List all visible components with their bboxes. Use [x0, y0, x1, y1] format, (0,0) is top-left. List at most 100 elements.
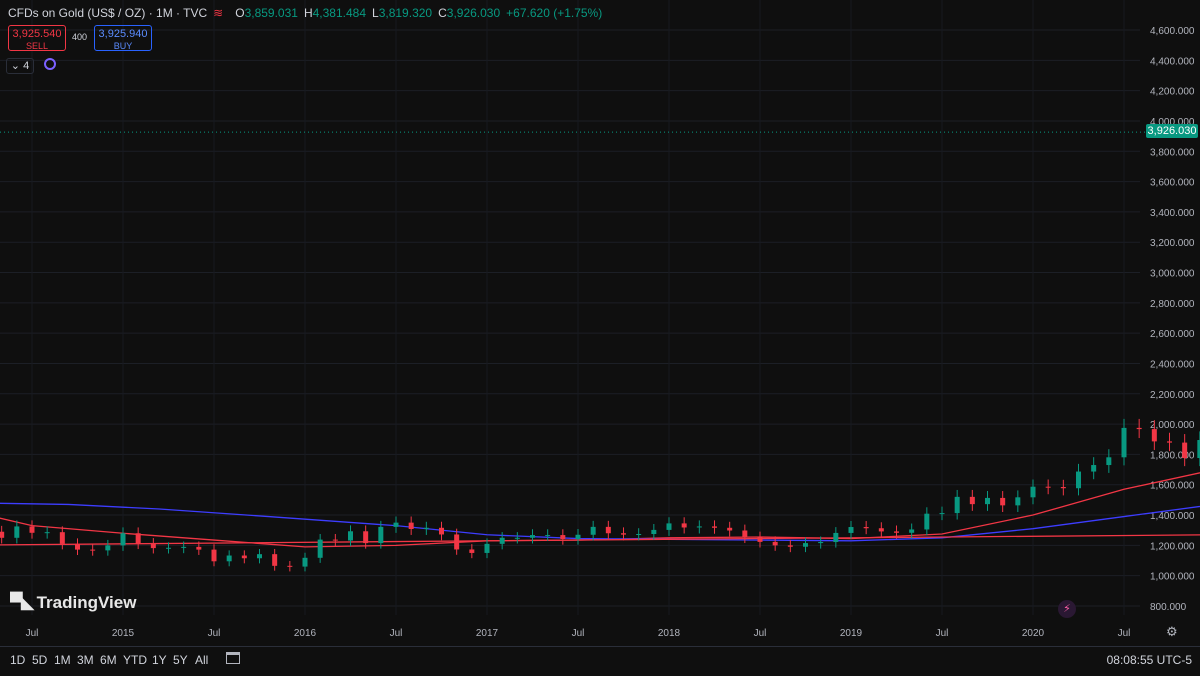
candle-body [530, 535, 535, 538]
candle-body [772, 541, 778, 546]
calendar-icon[interactable] [226, 652, 240, 664]
candle-body [226, 555, 232, 562]
candle-body [1091, 465, 1097, 472]
tf-1d[interactable]: 1D [10, 653, 26, 667]
ohlc-value-h: 4,381.484 [312, 6, 367, 20]
candle-body [939, 513, 945, 515]
candle-body [727, 527, 733, 531]
candle-body [120, 533, 126, 546]
y-tick-label: 3,000.000 [1150, 269, 1195, 280]
flash-icon[interactable]: ⚡ [1058, 600, 1076, 618]
x-tick-label: 2018 [658, 628, 681, 639]
x-tick-label: Jul [936, 628, 949, 639]
tradingview-logo[interactable]: ▀◣ TradingView [10, 592, 136, 613]
tf-5d[interactable]: 5D [32, 653, 48, 667]
y-tick-label: 2,400.000 [1150, 359, 1195, 370]
x-tick-label: Jul [208, 628, 221, 639]
y-tick-label: 2,000.000 [1150, 420, 1195, 431]
ohlc-value-o: 3,859.031 [244, 6, 298, 20]
candle-body [681, 523, 687, 528]
y-tick-label: 4,600.000 [1150, 26, 1195, 37]
x-tick-label: 2020 [1022, 628, 1045, 639]
tf-1m[interactable]: 1M [54, 653, 71, 667]
ohlc-value-l: 3,819.320 [378, 6, 433, 20]
clock: 08:08:55 UTC-5 [1106, 653, 1192, 667]
candle-body [787, 545, 793, 547]
tf-1y[interactable]: 1Y [152, 653, 167, 667]
candle-body [302, 557, 308, 567]
y-tick-label: 1,800.000 [1150, 450, 1195, 461]
candle-body [1015, 497, 1021, 506]
candle-body [0, 531, 5, 538]
candle-body [605, 526, 611, 534]
candle-body [545, 535, 551, 537]
y-tick-label: 4,400.000 [1150, 56, 1195, 67]
candle-body [833, 532, 839, 543]
series-ma_long [0, 534, 1200, 546]
candle-body [1167, 441, 1172, 443]
y-tick-label: 2,800.000 [1150, 299, 1195, 310]
x-tick-label: Jul [390, 628, 403, 639]
refresh-icon[interactable] [44, 58, 56, 70]
candle-body [59, 532, 65, 544]
bottom-toolbar: 1D 5D 1M 3M 6M YTD 1Y 5Y All 08:08:55 UT… [0, 646, 1200, 676]
candle-body [621, 533, 626, 535]
candle-body [757, 537, 763, 542]
chart-area[interactable]: 800.000 1,000.000 1,200.000 1,400.000 1,600.… [0, 0, 1200, 645]
y-tick-label: 2,200.000 [1150, 390, 1195, 401]
candle-body [317, 539, 323, 558]
candle-body [878, 528, 884, 532]
candle-body [196, 546, 202, 550]
candle-body [332, 539, 338, 541]
candle-body [590, 526, 596, 535]
y-tick-label: 1,200.000 [1150, 541, 1195, 552]
y-tick-label: 1,000.000 [1150, 572, 1195, 583]
y-tick-label: 3,200.000 [1150, 238, 1195, 249]
sell-button[interactable]: 3,925.540 SELL [8, 25, 66, 51]
candle-body [666, 523, 672, 530]
x-tick-label: Jul [26, 628, 39, 639]
y-tick-label: 3,400.000 [1150, 208, 1195, 219]
candle-body [742, 530, 748, 538]
candle-body [272, 554, 278, 566]
candle-body [181, 546, 187, 548]
candle-body [1045, 486, 1051, 488]
candle-body [636, 534, 642, 535]
tf-3m[interactable]: 3M [77, 653, 94, 667]
candle-body [287, 565, 293, 567]
candle-body [408, 522, 414, 529]
tf-5y[interactable]: 5Y [173, 653, 188, 667]
change-value: +67.620 (+1.75%) [506, 6, 603, 20]
y-tick-label: 1,600.000 [1150, 481, 1195, 492]
wave-icon[interactable]: ≋ [213, 6, 224, 20]
symbol-title[interactable]: CFDs on Gold (US$ / OZ) · 1M · TVC [8, 6, 208, 20]
candle-body [651, 529, 657, 534]
candle-body [14, 526, 20, 538]
candle-body [90, 549, 96, 551]
tf-6m[interactable]: 6M [100, 653, 117, 667]
indicators-toggle[interactable]: ⌄ 4 [6, 58, 34, 74]
candle-body [1060, 487, 1066, 489]
buy-button[interactable]: 3,925.940 BUY [94, 25, 152, 51]
candle-body [894, 531, 899, 533]
candle-body [469, 549, 475, 553]
candle-body [75, 543, 80, 550]
candle-body [1000, 497, 1006, 506]
candle-body [575, 534, 581, 540]
candle-body [484, 543, 490, 553]
x-tick-label: 2017 [476, 628, 499, 639]
candle-body [1121, 427, 1127, 458]
logo-text: TradingView [36, 592, 137, 612]
x-tick-label: 2015 [112, 628, 135, 639]
tf-all[interactable]: All [195, 653, 209, 667]
candle-body [909, 529, 915, 533]
ohlc-key-c: C [438, 6, 447, 20]
sell-price: 3,925.540 [12, 28, 62, 40]
tf-ytd[interactable]: YTD [123, 653, 147, 667]
candle-body [1197, 440, 1200, 459]
candle-body [29, 526, 35, 533]
y-tick-label: 1,400.000 [1150, 511, 1195, 522]
gear-icon[interactable]: ⚙ [1166, 624, 1178, 639]
candle-body [985, 497, 990, 505]
price-chart[interactable]: 800.000 1,000.000 1,200.000 1,400.000 1,600.… [0, 0, 1200, 645]
